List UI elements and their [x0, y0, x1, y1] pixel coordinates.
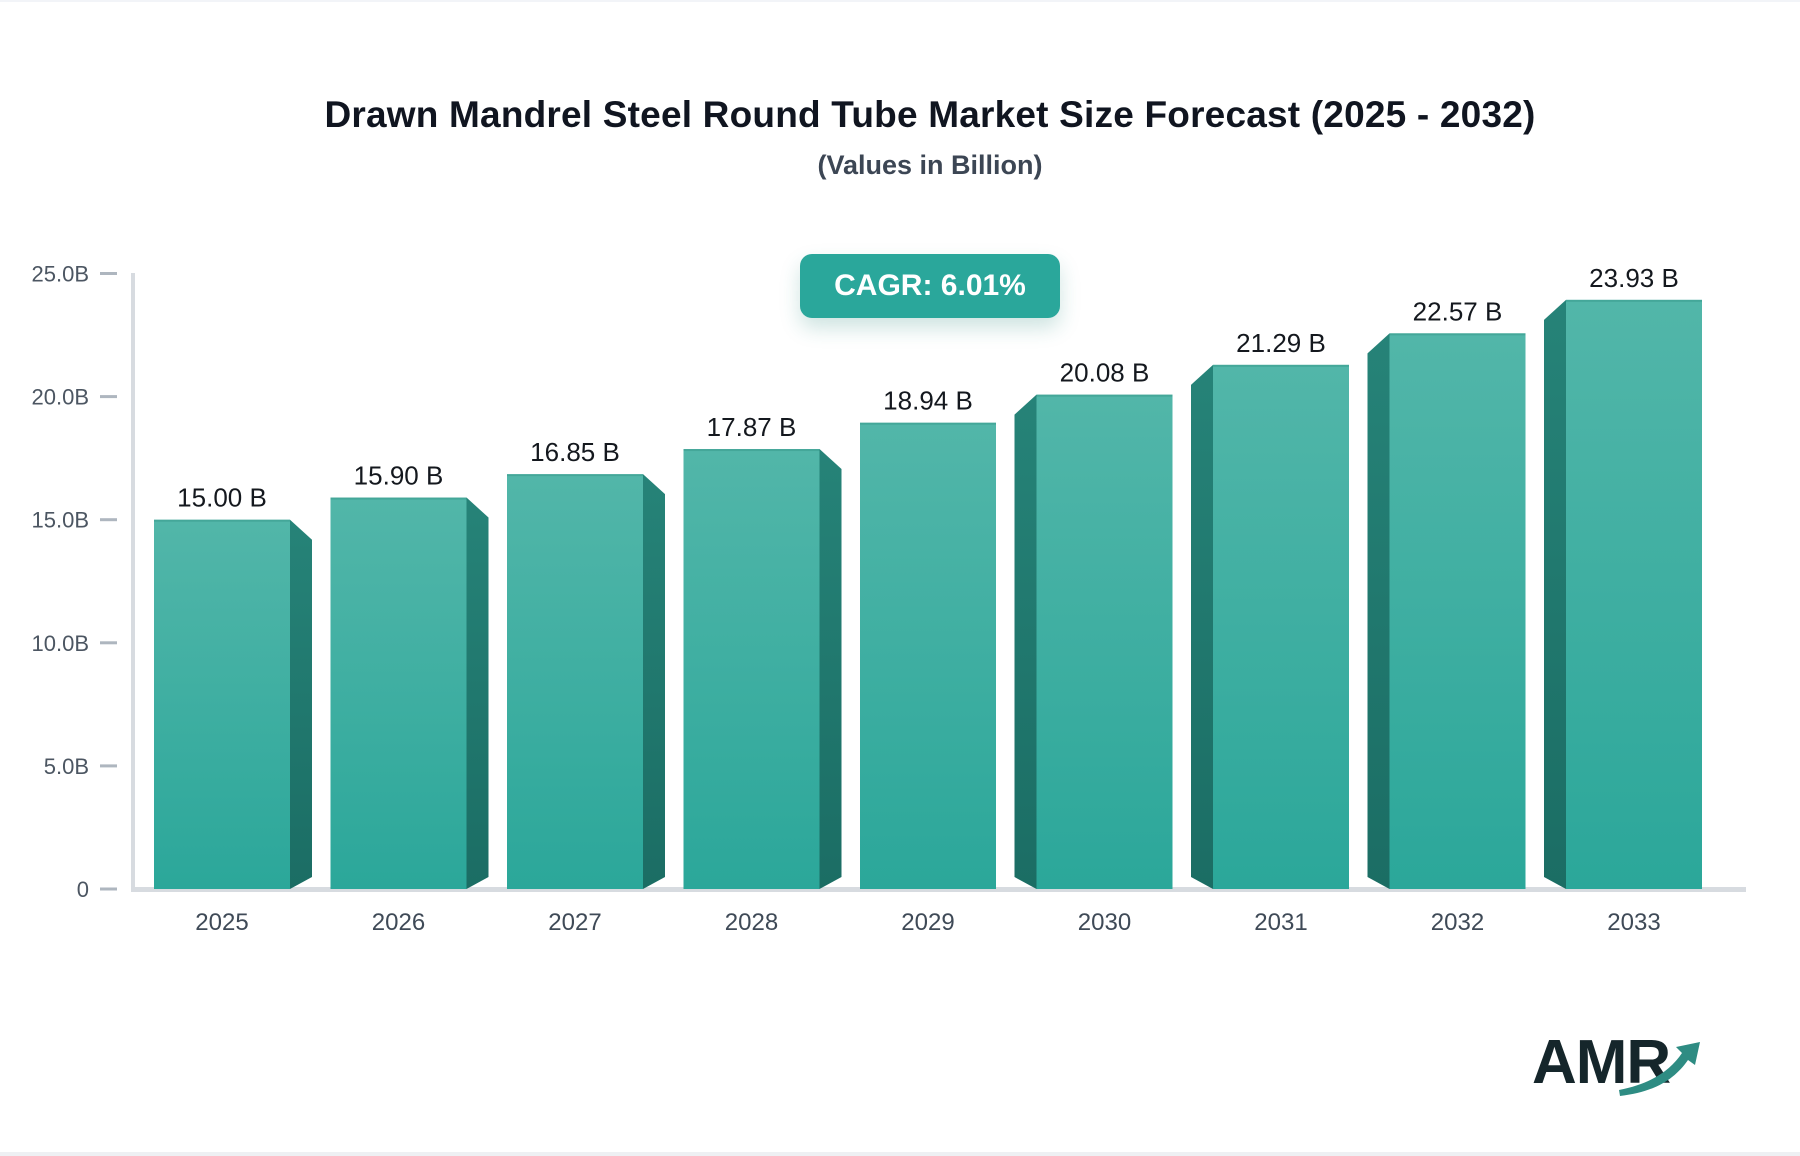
bar-value-label: 16.85 B: [530, 437, 620, 467]
bar-value-label: 20.08 B: [1060, 358, 1150, 388]
bar-top-edge: [330, 497, 467, 500]
bar-top-edge: [507, 474, 643, 477]
bar-side-face: [1367, 333, 1390, 889]
bar-top-edge: [1566, 299, 1702, 302]
x-axis-label-2030: 2030: [1078, 909, 1131, 936]
bar-value-label: 21.29 B: [1236, 328, 1326, 358]
x-axis-label-2032: 2032: [1431, 909, 1484, 936]
bar-top-edge: [1389, 333, 1526, 336]
bar-side-face: [466, 497, 489, 889]
x-axis-label-2028: 2028: [725, 909, 778, 936]
bar-side-face: [1191, 364, 1213, 889]
y-tick-label: 0: [77, 877, 89, 902]
bar-value-label: 17.87 B: [707, 412, 797, 442]
bar-side-face: [290, 519, 312, 889]
bar-2028: [683, 449, 820, 889]
x-axis-label-2026: 2026: [372, 909, 425, 936]
bar-side-face: [819, 449, 842, 889]
y-tick-mark: [100, 395, 117, 399]
cagr-badge: CAGR: 6.01%: [800, 254, 1060, 318]
bar-top-edge: [1036, 394, 1173, 397]
y-tick-mark: [100, 887, 117, 891]
bar-side-face: [1014, 394, 1037, 889]
y-tick-label: 5.0B: [44, 754, 89, 779]
amr-logo: AMR: [1532, 1032, 1722, 1112]
x-axis-label-2033: 2033: [1607, 909, 1660, 936]
bar-2033: [1566, 299, 1702, 890]
y-tick-label: 15.0B: [32, 508, 90, 533]
growth-arrow-icon: [1619, 1042, 1700, 1096]
bar-value-label: 15.90 B: [354, 461, 444, 491]
y-tick-label: 10.0B: [32, 631, 90, 656]
chart-subtitle: (Values in Billion): [817, 150, 1043, 180]
bar-top-edge: [683, 449, 820, 452]
page-title: Drawn Mandrel Steel Round Tube Market Si…: [324, 94, 1536, 135]
bar-value-label: 15.00 B: [177, 483, 267, 513]
y-tick-label: 20.0B: [32, 385, 90, 410]
x-axis-label-2025: 2025: [195, 909, 248, 936]
bar-2029: [860, 422, 996, 889]
bar-value-label: 23.93 B: [1589, 263, 1679, 293]
bar-side-face: [643, 474, 665, 889]
bar-top-edge: [1213, 364, 1349, 367]
bar-value-label: 18.94 B: [883, 386, 973, 416]
y-tick-mark: [100, 764, 117, 768]
bar-2027: [507, 474, 643, 889]
bar-top-edge: [154, 519, 290, 522]
x-axis-label-2029: 2029: [901, 909, 954, 936]
bar-2032: [1389, 333, 1526, 889]
y-tick-mark: [100, 272, 117, 275]
bar-2025: [154, 519, 290, 889]
bar-2031: [1213, 364, 1349, 889]
x-axis-label-2027: 2027: [548, 909, 601, 936]
bar-2026: [330, 497, 467, 889]
bar-value-label: 22.57 B: [1413, 296, 1503, 326]
x-axis-line: [131, 887, 1746, 892]
bar-top-edge: [860, 422, 996, 425]
bar-side-face: [1544, 299, 1566, 890]
y-tick-label: 25.0B: [32, 262, 90, 287]
y-tick-mark: [100, 641, 117, 645]
x-axis-label-2031: 2031: [1254, 909, 1307, 936]
badge-row: CAGR: 6.01%: [130, 254, 1730, 318]
bar-2030: [1036, 394, 1173, 889]
y-axis-line: [131, 273, 135, 892]
y-tick-mark: [100, 518, 117, 522]
